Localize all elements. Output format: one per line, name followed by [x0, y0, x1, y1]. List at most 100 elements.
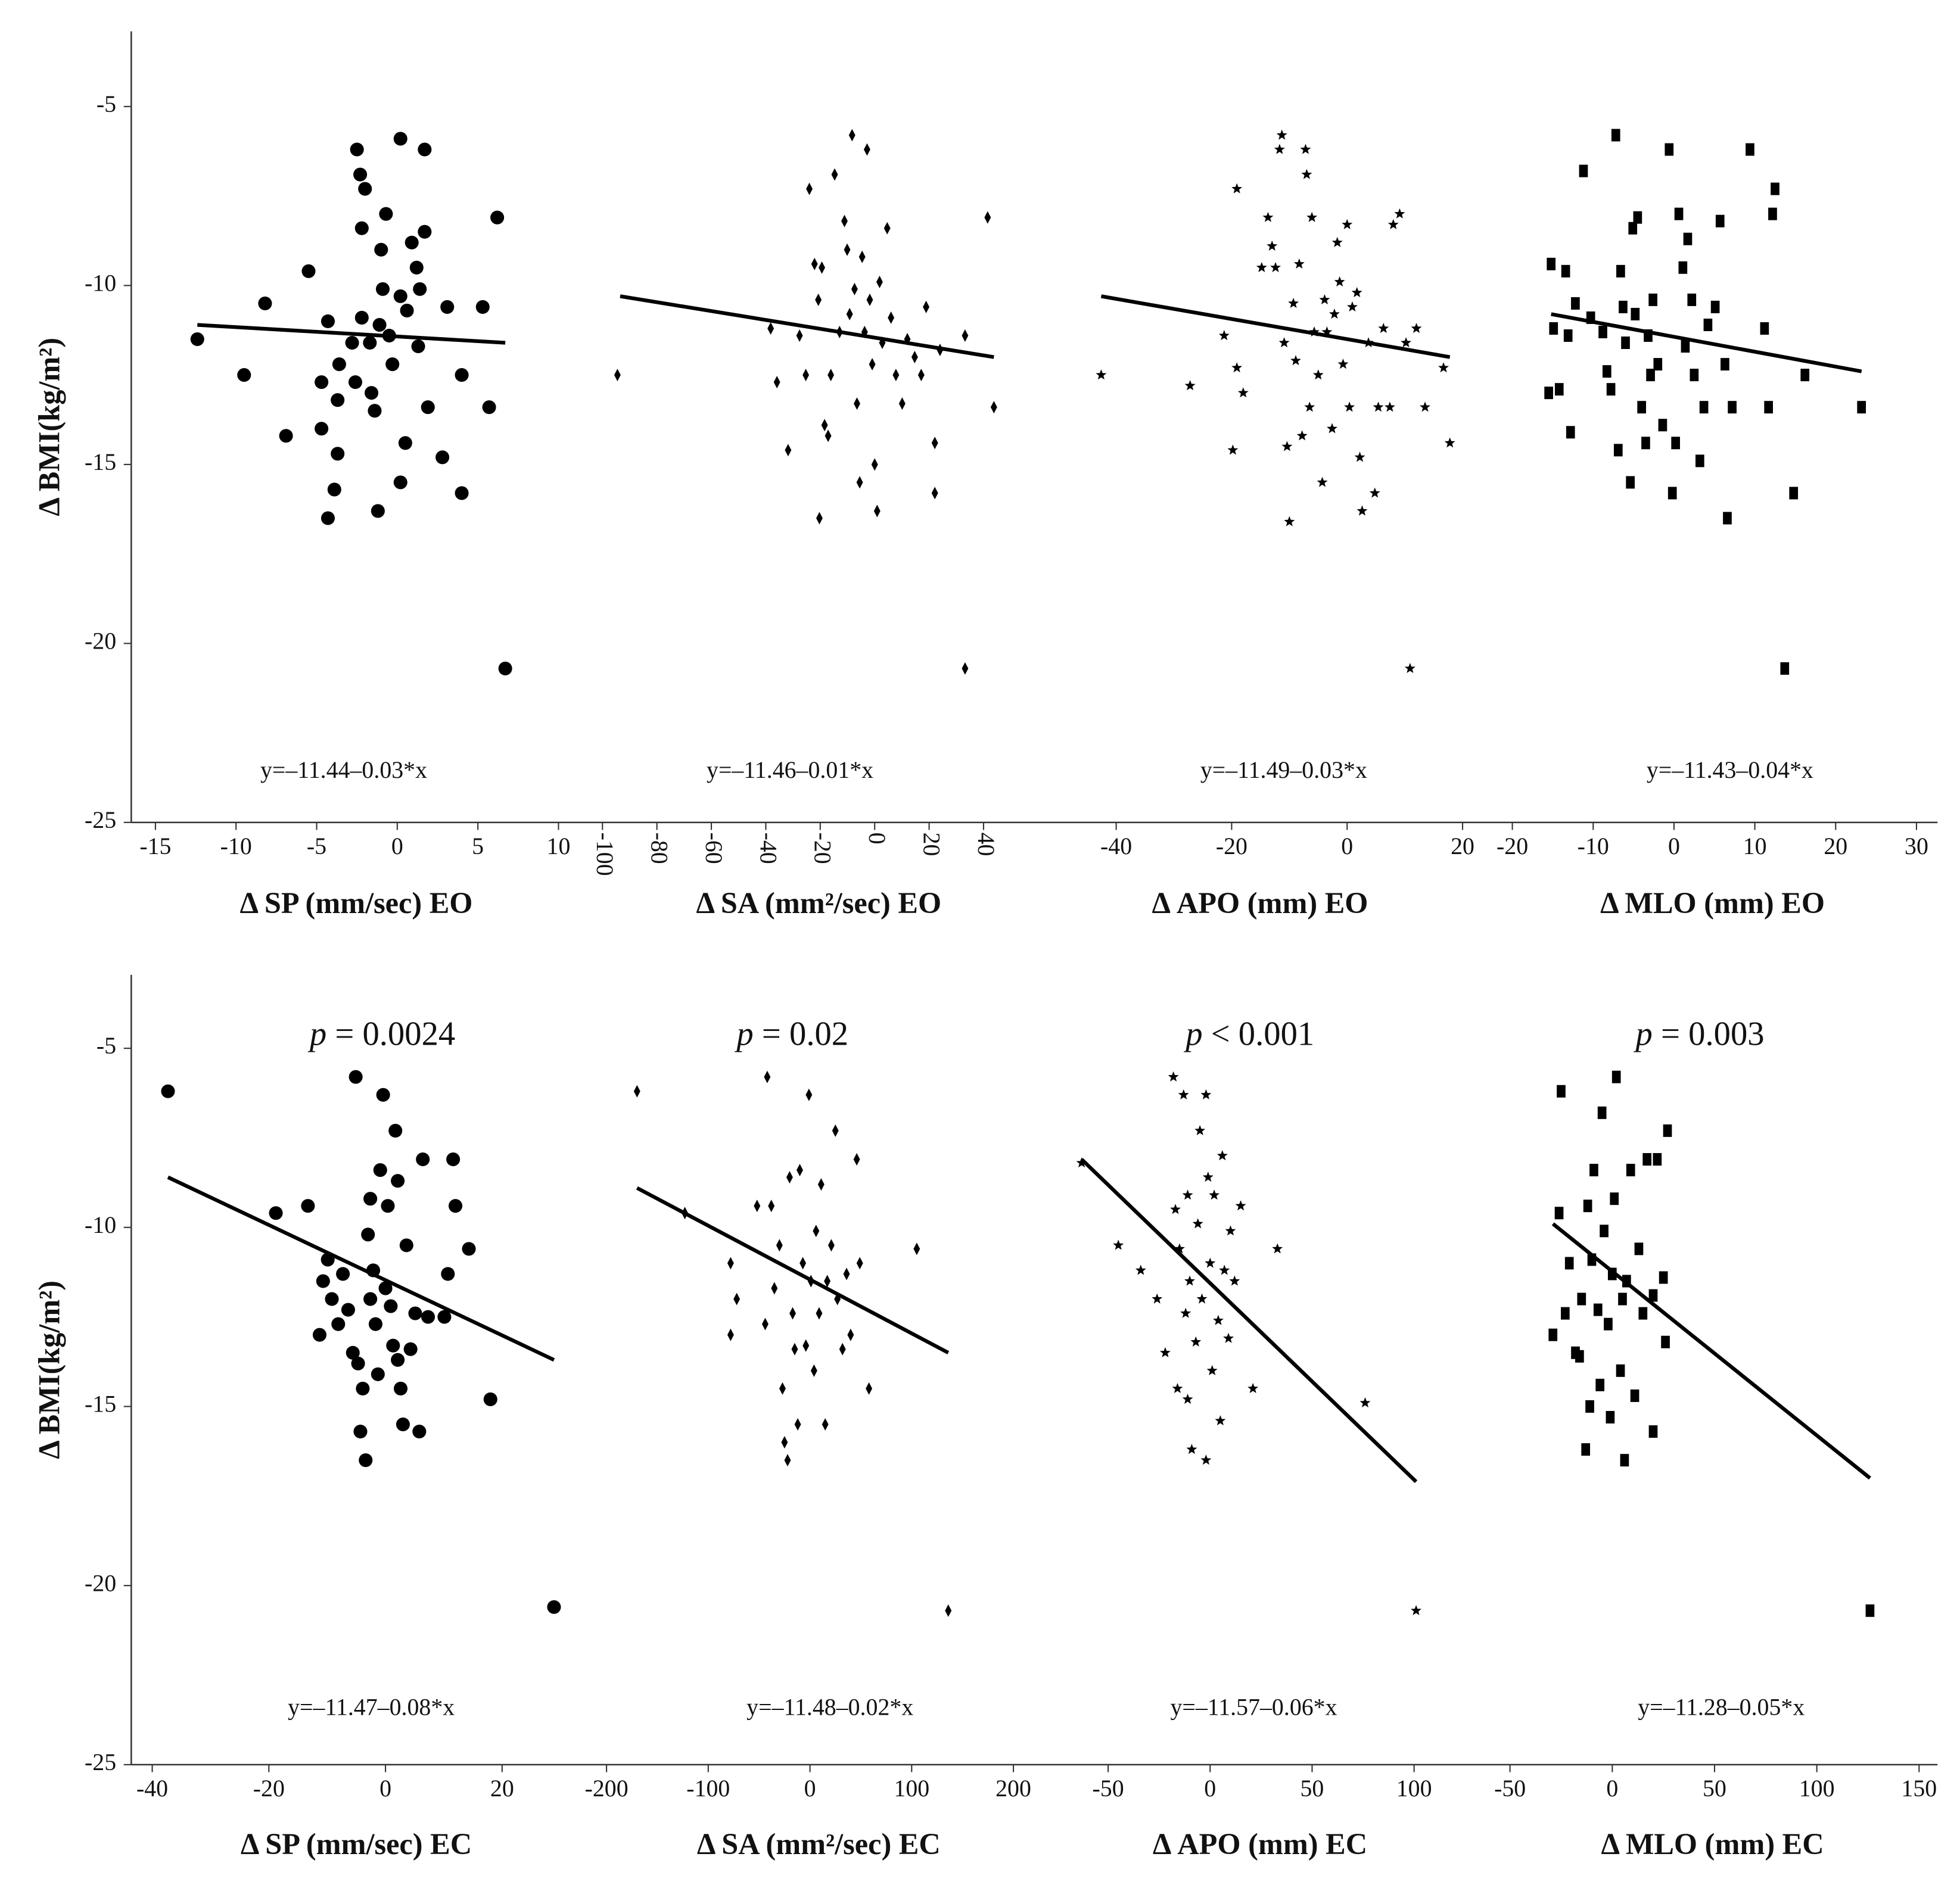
- point: [1272, 1243, 1283, 1254]
- point: [1618, 1292, 1627, 1306]
- point: [817, 1178, 825, 1191]
- point: [1621, 337, 1630, 350]
- point: [1593, 1303, 1603, 1316]
- point: [361, 1228, 375, 1242]
- point: [1667, 487, 1677, 500]
- point: [363, 1192, 378, 1206]
- point: [931, 487, 938, 500]
- point: [1296, 430, 1308, 441]
- point: [1658, 419, 1667, 432]
- point: [316, 1274, 330, 1288]
- point: [1344, 401, 1355, 412]
- point: [1229, 1275, 1240, 1286]
- point: [832, 1124, 839, 1137]
- x-tick-label: 0: [864, 833, 891, 845]
- point: [371, 1367, 385, 1381]
- point: [1184, 1275, 1195, 1286]
- point: [455, 486, 469, 500]
- point: [796, 329, 803, 342]
- point: [1300, 144, 1311, 154]
- point: [1281, 441, 1293, 451]
- point: [446, 1152, 461, 1167]
- point: [827, 1239, 835, 1252]
- point: [1178, 1089, 1189, 1099]
- point: [1076, 1157, 1087, 1168]
- point: [1789, 487, 1799, 500]
- point: [1190, 1336, 1202, 1347]
- x-axis-label: Δ MLO (mm) EO: [1600, 886, 1825, 920]
- point: [386, 1338, 400, 1353]
- point: [190, 332, 204, 347]
- point: [448, 1199, 463, 1213]
- point: [1301, 169, 1312, 179]
- point: [1411, 323, 1422, 334]
- point: [1865, 1604, 1875, 1617]
- point: [1703, 318, 1713, 331]
- point: [483, 1392, 497, 1406]
- point: [416, 1152, 430, 1167]
- point: [1159, 1347, 1171, 1357]
- point: [368, 1317, 382, 1331]
- point: [1589, 1164, 1598, 1177]
- point: [437, 1310, 452, 1324]
- point: [321, 511, 335, 525]
- x-tick-label: -20: [1497, 833, 1528, 859]
- p-value: p = 0.02: [734, 1016, 848, 1053]
- point: [358, 182, 372, 196]
- point: [990, 401, 997, 414]
- point: [1172, 1382, 1183, 1394]
- point: [321, 314, 335, 328]
- y-axis-label: Δ BMI(kg/m²): [33, 1281, 66, 1459]
- point: [1663, 1124, 1672, 1137]
- point: [388, 1123, 403, 1138]
- x-tick-label: -10: [1578, 833, 1609, 859]
- trend-line: [636, 1186, 950, 1355]
- point: [372, 317, 387, 332]
- point: [1613, 444, 1623, 457]
- point: [1671, 437, 1680, 450]
- x-axis-label: Δ SP (mm/sec) EC: [241, 1827, 472, 1861]
- point: [883, 222, 891, 235]
- point: [418, 142, 432, 157]
- point: [411, 339, 425, 354]
- point: [1411, 1605, 1422, 1615]
- x-tick-label: 20: [1451, 833, 1474, 859]
- point: [1637, 401, 1646, 414]
- point: [1384, 401, 1395, 412]
- point: [405, 235, 419, 250]
- point: [269, 1206, 283, 1220]
- x-tick-label: 20: [1824, 833, 1847, 859]
- x-axis-label: Δ MLO (mm) EC: [1601, 1827, 1824, 1861]
- x-tick-label: 20: [490, 1775, 514, 1802]
- p-value-text: = 0.003: [1653, 1016, 1765, 1053]
- point: [1616, 264, 1625, 278]
- point: [727, 1328, 734, 1341]
- point: [379, 207, 393, 221]
- x-tick-label: 30: [1905, 833, 1928, 859]
- y-tick-label: -5: [97, 1032, 116, 1059]
- point: [1566, 426, 1575, 439]
- point: [393, 289, 407, 303]
- point: [1768, 207, 1777, 220]
- regression-equation: y=–11.57–0.06*x: [1170, 1694, 1337, 1721]
- point: [346, 1345, 360, 1360]
- p-value: p = 0.0024: [307, 1016, 455, 1053]
- point: [1205, 1257, 1216, 1268]
- x-tick-label: -50: [1494, 1775, 1526, 1802]
- point: [1600, 1225, 1609, 1238]
- point: [368, 404, 382, 418]
- point: [789, 1307, 797, 1320]
- point: [332, 357, 346, 372]
- point: [1631, 307, 1640, 320]
- point: [391, 1174, 405, 1188]
- p-symbol: p: [1634, 1016, 1653, 1053]
- x-tick-label: -40: [755, 833, 782, 864]
- trend-line: [1551, 312, 1862, 373]
- x-tick-label: 100: [1396, 1775, 1432, 1802]
- trend-line: [1100, 294, 1451, 359]
- point: [418, 225, 432, 239]
- point: [1227, 444, 1239, 455]
- point: [761, 1317, 769, 1331]
- x-axis-label: Δ SA (mm²/sec) EO: [696, 886, 942, 920]
